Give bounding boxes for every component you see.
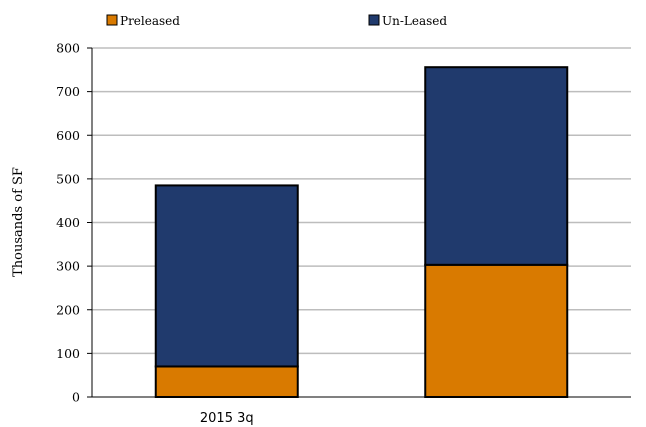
bar-unleased-1	[424, 66, 569, 266]
legend: Preleased Un-Leased	[106, 14, 447, 28]
y-tick-label: 400	[56, 215, 80, 230]
y-axis-title: Thousands of SF	[11, 167, 26, 277]
y-tick-label: 100	[56, 346, 80, 361]
legend-swatch-preleased	[106, 14, 118, 26]
legend-swatch-unleased	[368, 14, 380, 26]
y-tick-label: 0	[72, 390, 80, 405]
bars	[154, 66, 569, 398]
bar-preleased-1	[424, 263, 569, 398]
bar-preleased-0	[154, 365, 299, 398]
y-tick-label: 500	[56, 171, 80, 186]
x-category-label: 2015 3q	[200, 411, 254, 426]
y-tick-label: 600	[56, 128, 80, 143]
axes	[87, 47, 631, 398]
legend-label-unleased: Un-Leased	[382, 14, 447, 28]
bar-unleased-0	[154, 184, 299, 368]
x-category-labels: 2015 3q	[200, 411, 254, 426]
y-tick-label: 300	[56, 259, 80, 274]
y-tick-label: 200	[56, 302, 80, 317]
y-tick-label: 800	[56, 41, 80, 56]
y-tick-label: 700	[56, 84, 80, 99]
legend-label-preleased: Preleased	[120, 14, 180, 28]
y-tick-labels: 0 100 200 300 400 500 600 700 800	[56, 41, 80, 405]
